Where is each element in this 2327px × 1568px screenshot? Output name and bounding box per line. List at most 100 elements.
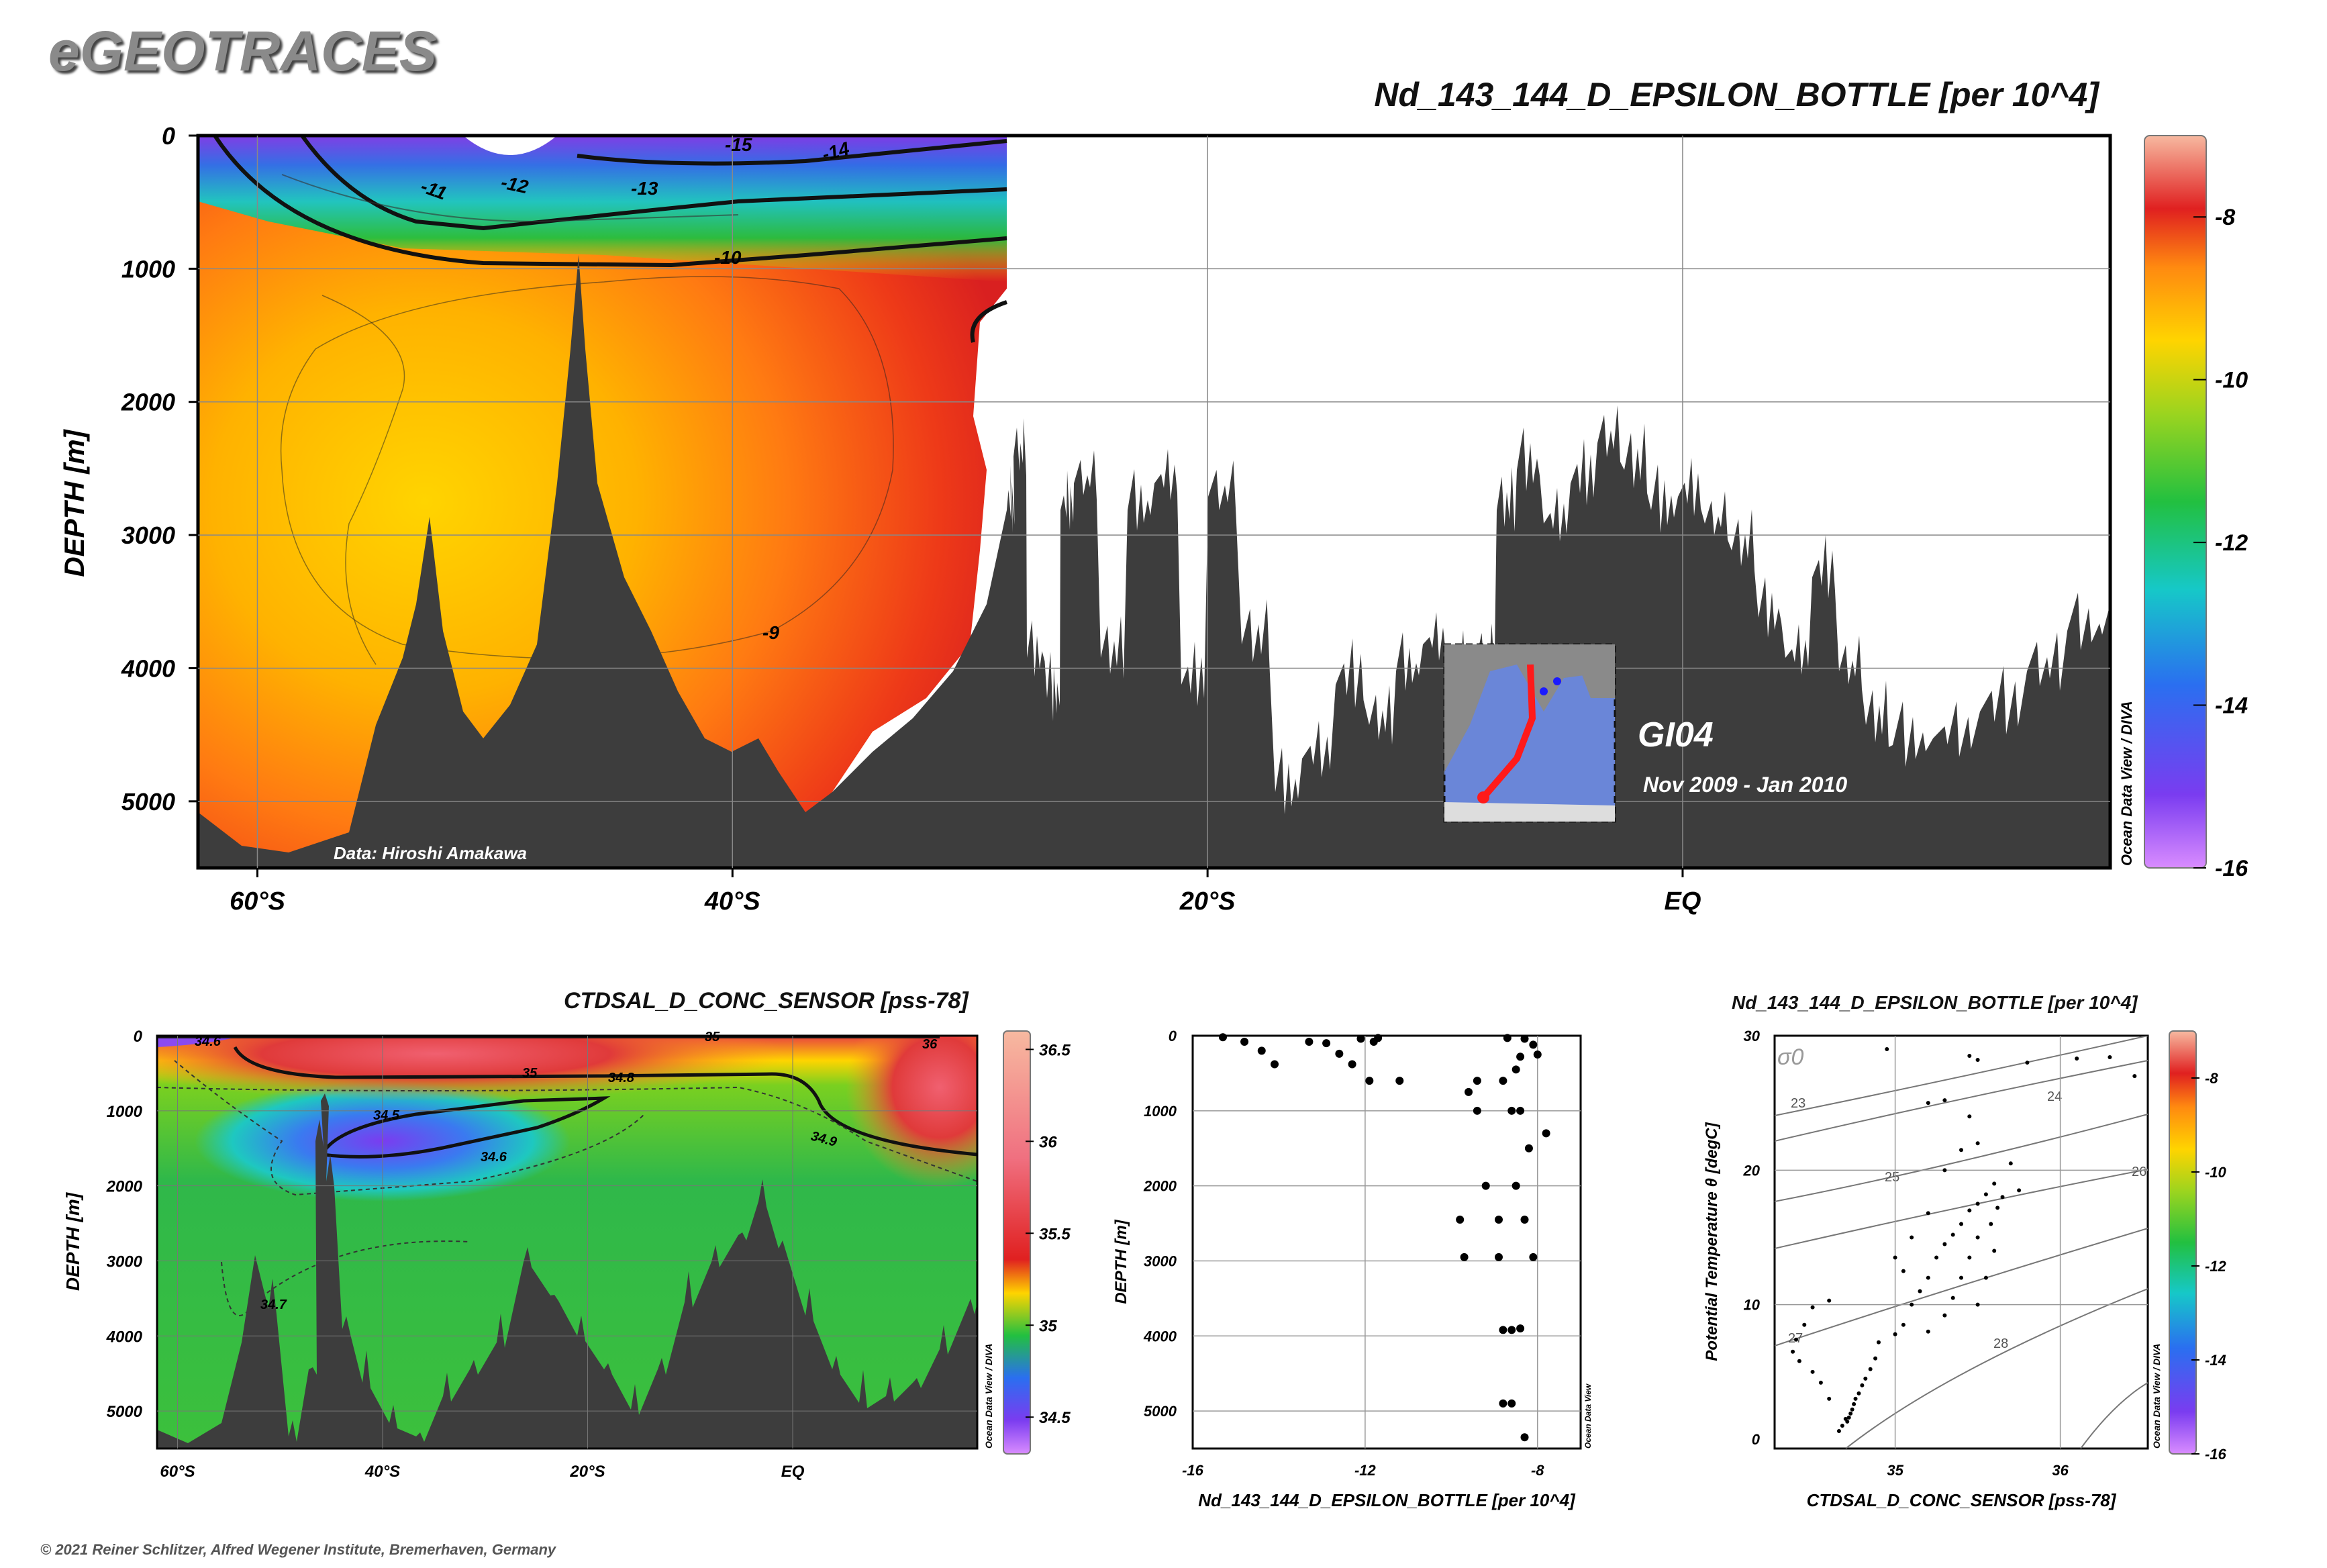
data-point: [1335, 1049, 1344, 1058]
main-axes: 60°S 40°S 20°S EQ 0 1000 2000 3000 4000 5000: [121, 122, 1701, 916]
ts-plot-frame: [1773, 1034, 2149, 1450]
data-point: [1529, 1253, 1538, 1261]
data-point: [1499, 1399, 1507, 1408]
data-point: [1840, 1423, 1844, 1428]
data-point: [1499, 1326, 1507, 1334]
x-tick-label: 35: [1887, 1462, 1903, 1479]
isopycnal-label: 26: [2132, 1165, 2146, 1179]
y-tick-label: 20: [1743, 1162, 1761, 1179]
brand-logo: eGEOTRACES: [48, 19, 437, 83]
y-tick-label: 2000: [1143, 1178, 1177, 1195]
data-point: [1818, 1380, 1823, 1385]
y-tick-label: 30: [1744, 1028, 1761, 1044]
profile-y-axis-label: DEPTH [m]: [1112, 1219, 1130, 1304]
data-point: [1848, 1411, 1853, 1416]
data-point: [1533, 1050, 1542, 1059]
data-point: [1893, 1332, 1897, 1336]
data-point: [1791, 1349, 1795, 1354]
data-point: [1942, 1242, 1947, 1246]
data-point: [1950, 1232, 1955, 1237]
data-point: [1836, 1428, 1841, 1433]
x-tick-label: EQ: [1665, 887, 1701, 916]
x-tick-label: -8: [1531, 1462, 1544, 1479]
data-point: [1494, 1253, 1503, 1261]
contour-line: [970, 300, 1007, 343]
cruise-dates: Nov 2009 - Jan 2010: [1643, 773, 1847, 797]
data-point: [1365, 1077, 1374, 1085]
data-point: [1529, 1040, 1538, 1049]
main-y-axis-label: DEPTH [m]: [58, 428, 90, 577]
data-point: [1926, 1275, 1930, 1280]
data-point: [1910, 1235, 1914, 1240]
salinity-chart-title: CTDSAL_D_CONC_SENSOR [pss-78]: [564, 988, 969, 1014]
data-point: [1893, 1255, 1897, 1260]
contour-label: 35: [522, 1066, 538, 1081]
data-point: [1860, 1383, 1865, 1387]
data-point: [1542, 1129, 1550, 1138]
contour-line: [233, 1046, 977, 1157]
data-point: [1520, 1034, 1529, 1043]
profile-plot-frame: [1191, 1034, 1582, 1450]
data-point: [1827, 1396, 1832, 1401]
x-tick-label: 20°S: [1179, 887, 1236, 916]
data-point: [2000, 1195, 2005, 1199]
data-point: [1271, 1060, 1279, 1069]
data-point: [1499, 1077, 1507, 1085]
contour-line: [300, 136, 1007, 231]
seafloor-bathymetry: [198, 255, 2110, 868]
data-point: [1348, 1060, 1356, 1069]
main-colorbar-ticks: -8 -10 -12 -14 -16: [2193, 205, 2248, 881]
colorbar-tick-label: 36: [1039, 1133, 1057, 1151]
y-tick-label: 0: [134, 1028, 143, 1046]
data-point: [1992, 1181, 1997, 1186]
contour-line: [174, 1060, 645, 1196]
y-tick-label: 5000: [121, 788, 175, 816]
x-tick-label: 60°S: [160, 1463, 195, 1481]
main-grid: [198, 136, 2110, 868]
isopycnal-label: 28: [1993, 1336, 2008, 1351]
data-point: [1942, 1168, 1947, 1173]
data-point: [1481, 1181, 1490, 1190]
x-tick-label: -12: [1354, 1462, 1377, 1479]
x-tick-label: 20°S: [569, 1463, 605, 1481]
contour-label: -9: [762, 622, 779, 643]
data-point: [2017, 1188, 2022, 1193]
data-point: [1507, 1326, 1516, 1334]
x-tick-label: -16: [1182, 1462, 1204, 1479]
data-point: [1868, 1367, 1873, 1371]
colorbar-tick-label: 35.5: [1039, 1225, 1071, 1243]
isopycnal-symbol: σ0: [1777, 1044, 1804, 1070]
colorbar-tick-label: -10: [2215, 368, 2248, 393]
x-tick-label: 60°S: [230, 887, 285, 916]
data-point: [1516, 1052, 1525, 1061]
isopycnal-label: 23: [1791, 1096, 1805, 1111]
data-point: [1983, 1275, 1988, 1280]
watermark-text: Ocean Data View / DIVA: [2151, 1344, 2162, 1449]
data-point: [1901, 1269, 1905, 1273]
profile-points: [1218, 1033, 1550, 1442]
colorbar-tick-label: -14: [2215, 693, 2248, 719]
profile-x-axis-label: Nd_143_144_D_EPSILON_BOTTLE [per 10^4]: [1198, 1490, 1576, 1510]
contour-label: 34.5: [373, 1108, 400, 1123]
data-point: [1322, 1039, 1331, 1048]
data-point: [1853, 1396, 1858, 1401]
colorbar-tick-label: 36.5: [1039, 1041, 1071, 1059]
salinity-section-plot: [157, 1036, 977, 1449]
data-point: [1810, 1305, 1815, 1310]
y-tick-label: 2000: [121, 389, 175, 416]
data-point: [1494, 1215, 1503, 1224]
contour-line: [319, 1096, 611, 1159]
data-point: [1959, 1222, 1963, 1226]
data-point: [1995, 1206, 2000, 1210]
data-point: [1910, 1302, 1914, 1307]
data-point: [1959, 1148, 1963, 1153]
data-point: [1873, 1356, 1878, 1361]
salinity-y-axis-label: DEPTH [m]: [62, 1191, 83, 1291]
colorbar-tick-label: -8: [2205, 1070, 2218, 1087]
data-point: [1810, 1369, 1815, 1374]
data-point: [1356, 1034, 1365, 1043]
y-tick-label: 3000: [107, 1253, 143, 1271]
watermark-text: Ocean Data View: [1583, 1383, 1593, 1449]
data-point: [1507, 1106, 1516, 1115]
